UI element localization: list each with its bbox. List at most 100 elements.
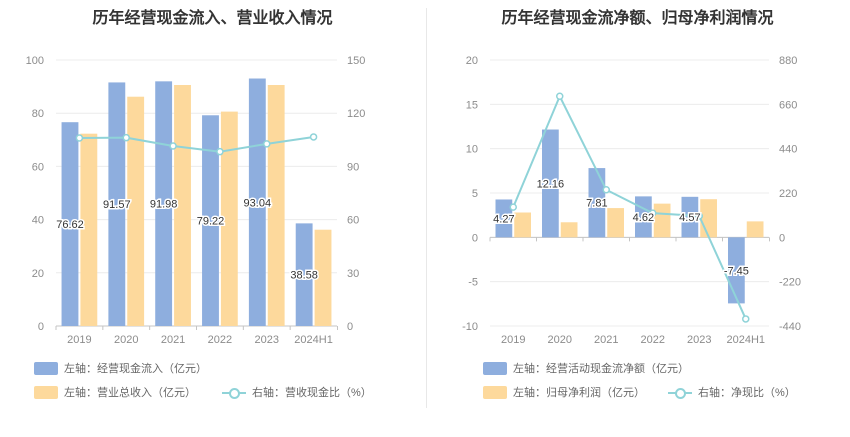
ratio-point <box>169 142 177 150</box>
x-tick-label: 2020 <box>548 334 572 346</box>
y-left-tick-label: 15 <box>466 99 478 111</box>
bar-blue <box>588 168 606 238</box>
legend-swatch-line <box>222 386 246 399</box>
ratio-point <box>122 133 130 142</box>
y-left-tick-label: 100 <box>26 55 44 67</box>
x-tick-label: 2022 <box>208 334 232 346</box>
ratio-point <box>509 203 517 211</box>
y-right-tick-label: 90 <box>347 161 359 173</box>
left-chart-panel: 历年经营现金流入、营业收入情况 0 20 40 60 80 100 0 30 60 90 120 15… <box>26 10 372 400</box>
x-tick-label: 2020 <box>114 334 138 346</box>
y-right-tick-label: 0 <box>779 232 785 244</box>
bar-blue <box>108 82 126 326</box>
left-chart-svg: 0 20 40 60 80 100 0 30 60 90 120 150 2019 2020 2021 202… <box>26 55 366 346</box>
bar-blue <box>295 223 313 326</box>
bar-blue <box>155 81 173 327</box>
y-left-tick-label: 20 <box>32 268 44 280</box>
bar-orange <box>314 229 332 326</box>
legend-label: 左轴：经营现金流入（亿元） <box>64 363 207 375</box>
bar-orange <box>127 96 145 326</box>
data-label: 79.22 <box>197 216 225 228</box>
data-label: -7.45 <box>724 265 749 277</box>
x-tick-label: 2024H1 <box>294 334 333 346</box>
left-legend-item-revenue[interactable]: 左轴：营业总收入（亿元） <box>34 384 196 400</box>
y-right-tick-label: 660 <box>779 99 797 111</box>
bar-orange <box>560 222 578 238</box>
y-right-tick-label: 60 <box>347 215 359 227</box>
bar-blue <box>495 199 513 238</box>
ratio-point <box>309 133 318 141</box>
bar-orange <box>607 208 624 238</box>
y-left-tick-label: 0 <box>472 232 478 244</box>
y-left-tick-label: 10 <box>466 144 478 156</box>
bar-blue <box>61 122 79 327</box>
right-legend-item-profit[interactable]: 左轴：归母净利润（亿元） <box>483 384 645 400</box>
legend-swatch-orange <box>483 385 507 399</box>
legend-label: 右轴：营收现金比（%） <box>252 387 372 399</box>
bar-orange <box>80 133 98 326</box>
ratio-point <box>556 92 564 101</box>
ratio-line <box>512 93 747 320</box>
data-label: 7.81 <box>586 198 607 210</box>
data-label: 4.27 <box>493 213 514 225</box>
bar-orange <box>267 85 285 326</box>
x-tick-label: 2021 <box>594 334 618 346</box>
data-label: 91.98 <box>150 199 178 211</box>
right-legend-item-ratio[interactable]: 右轴：净现比（%） <box>668 384 796 400</box>
bar-orange <box>220 111 238 326</box>
y-right-tick-label: 0 <box>347 321 353 333</box>
bar-orange <box>746 221 764 238</box>
legend-swatch-line <box>668 386 692 399</box>
data-label: 12.16 <box>537 178 565 190</box>
left-legend-item-ratio[interactable]: 右轴：营收现金比（%） <box>222 384 372 400</box>
data-label: 4.62 <box>633 212 654 224</box>
legend-label: 右轴：净现比（%） <box>698 387 796 399</box>
ratio-point <box>216 147 224 156</box>
ratio-point <box>602 186 610 194</box>
left-legend-item-inflow[interactable]: 左轴：经营现金流入（亿元） <box>34 360 207 376</box>
y-right-tick-label: 220 <box>779 188 797 200</box>
bar-blue <box>681 196 699 238</box>
left-chart-title: 历年经营现金流入、营业收入情况 <box>92 10 333 27</box>
y-left-tick-label: 60 <box>32 161 44 173</box>
y-right-tick-label: 150 <box>347 55 365 67</box>
x-tick-label: 2023 <box>255 334 279 346</box>
data-label: 38.58 <box>290 270 318 282</box>
y-right-tick-label: 880 <box>779 55 797 67</box>
bar-orange <box>700 199 717 238</box>
data-label: 4.57 <box>679 212 700 224</box>
right-legend-item-netflow[interactable]: 左轴：经营活动现金流净额（亿元） <box>483 360 689 376</box>
x-tick-label: 2019 <box>67 334 91 346</box>
bar-blue <box>248 78 266 326</box>
y-left-tick-label: -5 <box>468 277 478 289</box>
legend-label: 左轴：经营活动现金流净额（亿元） <box>513 363 689 375</box>
ratio-point <box>263 140 271 148</box>
panel-divider <box>426 8 427 408</box>
x-tick-label: 2021 <box>161 334 185 346</box>
y-left-tick-label: 80 <box>32 108 44 120</box>
ratio-point <box>742 315 750 323</box>
y-left-tick-label: 5 <box>472 188 478 200</box>
right-chart-svg: -10 -5 0 5 10 15 20 -440 -220 0 220 440 660 880 2019 20… <box>462 55 801 346</box>
legend-label: 左轴：归母净利润（亿元） <box>513 387 645 399</box>
y-right-tick-label: 120 <box>347 108 365 120</box>
x-tick-label: 2024H1 <box>726 334 765 346</box>
y-right-tick-label: 30 <box>347 268 359 280</box>
right-chart-title: 历年经营现金流净额、归母净利润情况 <box>501 10 774 27</box>
legend-swatch-blue <box>483 361 507 375</box>
y-left-tick-label: 20 <box>466 55 478 67</box>
legend-swatch-blue <box>34 361 58 375</box>
bar-orange <box>174 85 191 326</box>
ratio-point <box>649 209 657 217</box>
ratio-line <box>79 135 314 153</box>
y-right-tick-label: -220 <box>779 277 801 289</box>
x-tick-label: 2019 <box>501 334 525 346</box>
bar-blue <box>202 115 219 326</box>
right-chart-panel: 历年经营现金流净额、归母净利润情况 -10 -5 0 5 10 15 20 -440 -220 0… <box>425 0 850 437</box>
x-tick-label: 2022 <box>641 334 665 346</box>
bar-orange <box>514 212 531 238</box>
y-left-tick-label: 40 <box>32 215 44 227</box>
legend-label: 左轴：营业总收入（亿元） <box>64 387 196 399</box>
y-right-tick-label: -440 <box>779 321 801 333</box>
ratio-point <box>695 212 703 220</box>
